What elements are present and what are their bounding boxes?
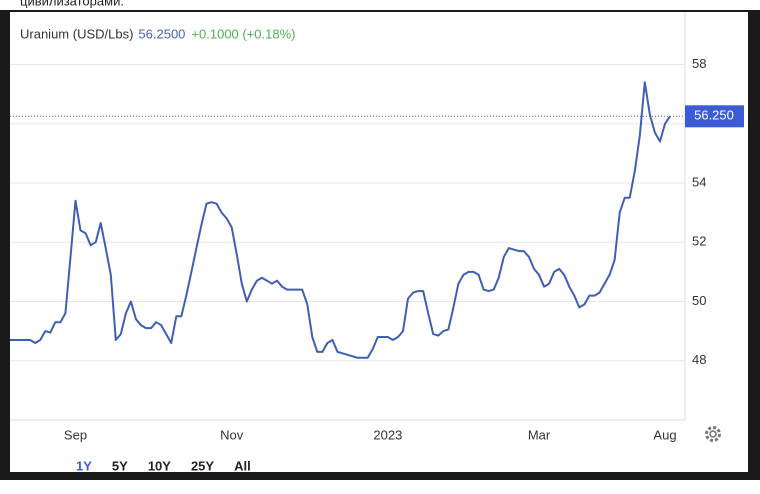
price-badge — [685, 105, 744, 128]
y-tick-label: 52 — [692, 234, 706, 249]
y-tick-label: 50 — [692, 293, 706, 308]
price-badge-label: 56.250 — [694, 108, 734, 123]
x-tick-label: Nov — [220, 427, 244, 442]
range-button[interactable]: 1Y — [76, 458, 92, 473]
range-button[interactable]: All — [234, 458, 251, 473]
y-tick-label: 54 — [692, 174, 706, 189]
top-text: цивилизаторами. — [20, 0, 124, 8]
range-button[interactable]: 25Y — [191, 458, 214, 473]
x-tick-label: Aug — [653, 427, 676, 442]
x-tick-label: Mar — [528, 427, 551, 442]
legend-change: +0.1000 (+0.18%) — [191, 26, 295, 41]
legend-title: Uranium (USD/Lbs) — [20, 26, 133, 41]
y-tick-label: 48 — [692, 352, 706, 367]
y-tick-label: 58 — [692, 56, 706, 71]
range-button[interactable]: 10Y — [148, 458, 171, 473]
price-line — [10, 81, 671, 359]
range-button[interactable]: 5Y — [112, 458, 128, 473]
legend-last: 56.2500 — [138, 26, 185, 41]
x-tick-label: 2023 — [373, 427, 402, 442]
legend: Uranium (USD/Lbs) 56.2500 +0.1000 (+0.18… — [20, 26, 296, 41]
x-tick-label: Sep — [64, 427, 87, 442]
settings-icon[interactable] — [705, 426, 721, 442]
